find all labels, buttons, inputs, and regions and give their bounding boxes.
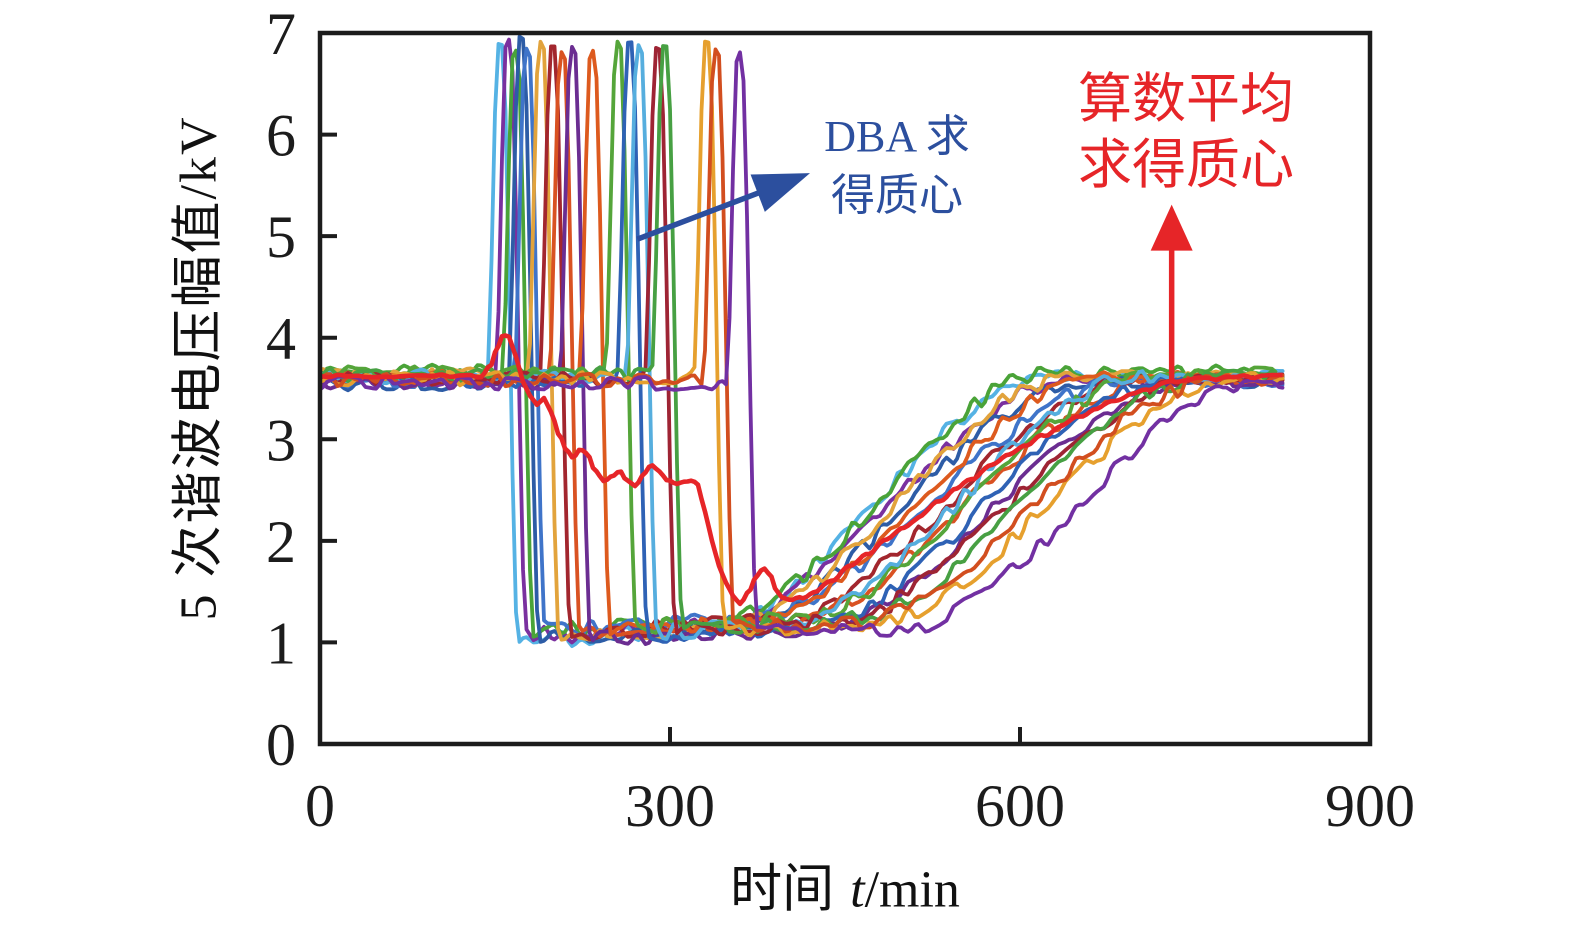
y-axis-title: 5 次谐波电压幅值/kV (170, 115, 228, 621)
plot-frame (317, 30, 1373, 747)
arithmetic-mean-annotation-line2: 求得质心 (1078, 135, 1294, 195)
y-tick-label: 0 (266, 712, 296, 778)
series-group (320, 34, 1285, 648)
dba-arrow (636, 173, 810, 242)
x-tick-label: 900 (1325, 773, 1415, 839)
axes-group: 0 300 600 900 0 1 2 3 4 5 6 7 (266, 1, 1415, 839)
x-tick-label: 0 (305, 773, 335, 839)
dba-arrow-line (636, 187, 767, 242)
series-line-sample-18 (320, 50, 1285, 638)
x-axis-title-unit: /min (864, 861, 960, 919)
y-tick-label: 6 (266, 103, 296, 169)
y-tick-label: 1 (266, 610, 296, 676)
x-tick-label: 600 (975, 773, 1065, 839)
dba-arrowhead (750, 173, 810, 212)
y-tick-label: 3 (266, 407, 296, 473)
dba-centroid-annotation-line1: DBA 求 (824, 112, 970, 161)
y-tick-label: 4 (266, 306, 296, 372)
y-tick-label: 5 (266, 204, 296, 270)
x-axis-title: 时间 t/min (730, 847, 960, 922)
x-axis-title-variable: t (850, 861, 865, 919)
y-tick-label: 7 (266, 1, 296, 67)
x-axis-title-cn: 时间 (730, 861, 835, 919)
dba-centroid-annotation: DBA 求 得质心 (824, 107, 969, 225)
dba-centroid-annotation-line2: 得质心 (830, 171, 963, 220)
y-tick-label: 2 (266, 509, 296, 575)
mean-arrowhead (1150, 204, 1193, 251)
mean-series-line (320, 333, 1283, 607)
x-tick-label: 300 (625, 773, 715, 839)
arithmetic-mean-annotation-line1: 算数平均 (1078, 69, 1294, 129)
mean-arrow (1150, 204, 1193, 381)
arithmetic-mean-annotation: 算数平均 求得质心 (1078, 66, 1294, 198)
